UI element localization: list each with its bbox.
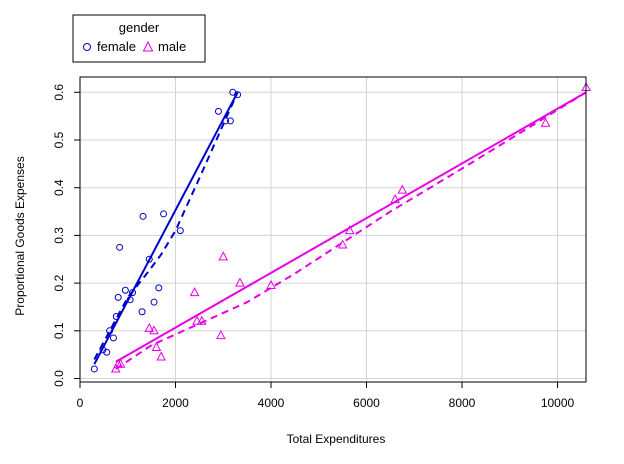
female-point — [114, 293, 122, 301]
x-axis: 0 2000 4000 6000 8000 10000 — [77, 382, 575, 410]
male-point — [149, 325, 159, 335]
gridlines — [79, 77, 586, 382]
legend-female-marker-icon — [83, 43, 91, 51]
y-tick-label: 0.2 — [52, 274, 66, 291]
female-point — [155, 284, 163, 292]
legend: gender female male — [72, 14, 206, 63]
male-smooth-line — [115, 91, 587, 370]
legend-title: gender — [119, 20, 160, 35]
x-tick-label: 10000 — [541, 396, 575, 410]
female-point — [109, 334, 117, 342]
female-point — [222, 117, 230, 125]
x-tick-label: 4000 — [258, 396, 285, 410]
female-point — [234, 91, 242, 99]
male-point — [344, 225, 355, 235]
male-fit-line — [115, 91, 587, 363]
female-smooth-line — [93, 91, 239, 360]
y-axis: 0.0 0.1 0.2 0.3 0.4 0.5 0.6 — [52, 84, 80, 387]
female-point — [150, 298, 158, 306]
x-axis-label: Total Expenditures — [287, 432, 386, 446]
male-point — [218, 251, 229, 261]
x-tick-label: 8000 — [449, 396, 476, 410]
male-point — [196, 315, 207, 325]
fit-lines — [93, 91, 587, 370]
female-point — [116, 243, 124, 251]
x-tick-label: 2000 — [162, 396, 189, 410]
legend-female-label: female — [97, 39, 136, 54]
female-point — [138, 308, 146, 316]
male-point — [397, 184, 408, 194]
female-point — [90, 365, 98, 373]
male-point — [390, 194, 400, 204]
male-point — [189, 287, 200, 297]
male-point — [216, 330, 226, 340]
female-point — [145, 255, 153, 263]
female-point — [129, 289, 137, 297]
x-tick-label: 6000 — [353, 396, 380, 410]
male-point — [151, 341, 162, 351]
female-point — [126, 296, 134, 304]
female-point — [121, 286, 129, 294]
male-point — [235, 277, 245, 287]
legend-box — [72, 14, 206, 63]
y-tick-label: 0.0 — [52, 370, 66, 387]
female-point — [160, 210, 168, 218]
y-tick-label: 0.5 — [52, 131, 66, 148]
male-point — [540, 117, 551, 127]
male-point — [192, 315, 202, 325]
legend-male-label: male — [158, 39, 186, 54]
male-point — [266, 279, 276, 289]
male-point — [110, 363, 121, 373]
female-point — [103, 348, 111, 356]
male-point — [144, 322, 155, 332]
female-point — [139, 212, 147, 220]
male-point — [156, 351, 167, 361]
male-point — [337, 239, 348, 249]
male-point — [115, 358, 126, 368]
female-point — [112, 312, 120, 320]
legend-male-marker-icon — [142, 40, 154, 52]
y-tick-label: 0.4 — [52, 179, 66, 196]
y-tick-label: 0.3 — [52, 227, 66, 244]
y-axis-label: Proportional Goods Expenses — [13, 156, 27, 315]
female-point — [176, 227, 184, 235]
female-point — [106, 327, 114, 335]
female-point — [226, 117, 234, 125]
y-tick-label: 0.1 — [52, 322, 66, 339]
female-point — [214, 107, 222, 115]
x-tick-label: 0 — [77, 396, 84, 410]
plot-frame — [79, 76, 587, 383]
female-fit-line — [93, 91, 239, 365]
y-tick-label: 0.6 — [52, 84, 66, 101]
data-points — [90, 81, 591, 373]
female-point — [99, 346, 107, 354]
